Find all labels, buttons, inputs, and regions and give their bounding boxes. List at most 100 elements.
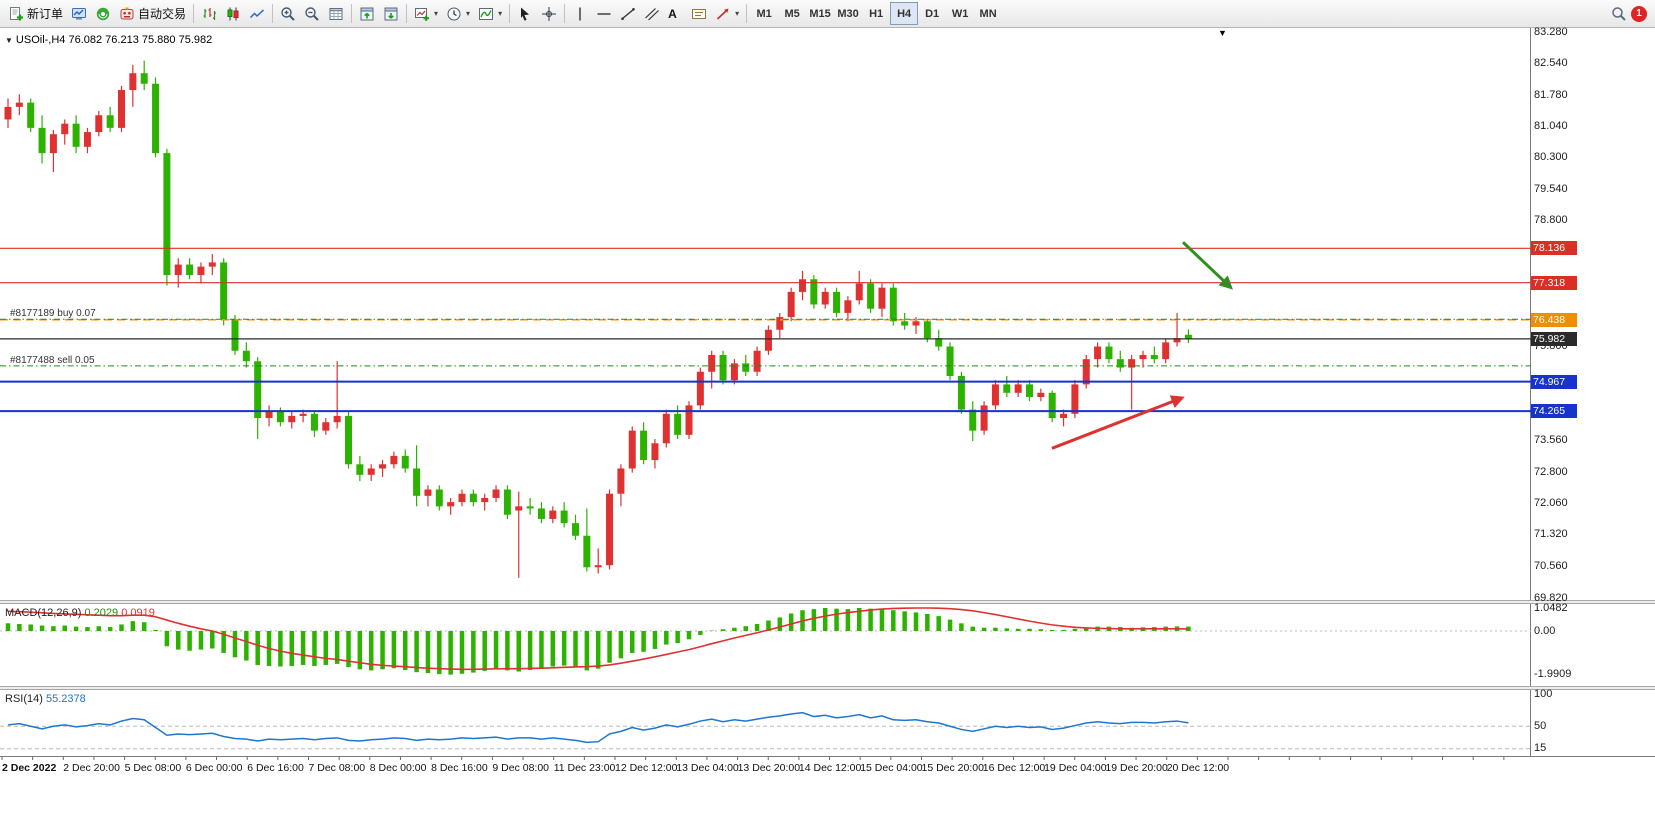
price-tick: 79.540 — [1534, 182, 1568, 195]
zoom-in-icon — [281, 6, 295, 21]
trendline-tool-button[interactable] — [616, 2, 640, 25]
arrows-tool-button[interactable]: ▾ — [711, 2, 743, 25]
time-label: 13 Dec 04:00 — [676, 762, 739, 774]
chart-shift-marker[interactable]: ▼ — [1218, 28, 1227, 38]
time-label: 13 Dec 20:00 — [737, 762, 801, 774]
time-label: 5 Dec 08:00 — [124, 762, 182, 774]
algo-dialog-button[interactable] — [91, 2, 115, 25]
new-order-button[interactable]: 新订单 — [4, 2, 67, 25]
horizontal-line-tool-button[interactable] — [592, 2, 616, 25]
price-plot-area[interactable]: #8177189 buy 0.07 #8177488 sell 0.05 ▼ USO… — [0, 28, 1531, 600]
rsi-chart[interactable] — [0, 690, 1531, 756]
time-label: 2 Dec 2022 — [2, 762, 57, 774]
search-icon — [1612, 6, 1626, 21]
timeframe-h4-button[interactable]: H4 — [890, 2, 919, 25]
time-label: 19 Dec 20:00 — [1105, 762, 1168, 774]
rsi-line — [7, 711, 1189, 744]
timeframe-m15-button[interactable]: M15 — [806, 2, 834, 25]
tile-windows-up-button[interactable] — [355, 2, 379, 25]
vertical-line-tool-button[interactable] — [568, 2, 592, 25]
price-tag: 77.318 — [1531, 275, 1577, 290]
candle-chart-type-button[interactable] — [221, 2, 245, 25]
macd-signal-line — [7, 607, 1189, 671]
chart-title: ▼ USOil-,H4 76.082 76.213 75.880 75.982 — [5, 34, 212, 46]
macd-tick: 0.00 — [1534, 624, 1556, 637]
vertical-line-icon — [579, 7, 581, 20]
search-button[interactable] — [1607, 2, 1631, 25]
price-tick: 78.800 — [1534, 213, 1568, 226]
periods-button[interactable]: ▾ — [442, 2, 474, 25]
timeframe-w1-button[interactable]: W1 — [946, 2, 974, 25]
market-watch-button[interactable] — [67, 2, 91, 25]
notification-badge[interactable]: 1 — [1631, 5, 1647, 22]
price-scale[interactable]: 83.280 82.540 81.780 81.040 80.300 79.540 78.8… — [1531, 26, 1654, 604]
macd-name: MACD(12,26,9) — [5, 607, 82, 619]
macd-scale[interactable]: 1.0482 0.00 -1.9909 — [1531, 602, 1654, 686]
timeframe-label: M30 — [837, 7, 859, 20]
bar-chart-type-button[interactable] — [197, 2, 221, 25]
toolbar-separator — [564, 4, 566, 23]
price-tick: 72.060 — [1534, 497, 1568, 510]
crosshair-tool-button[interactable] — [537, 2, 561, 25]
price-tag: 78.136 — [1531, 241, 1577, 256]
timeframe-h1-button[interactable]: H1 — [862, 2, 890, 25]
price-tick: 80.300 — [1534, 150, 1568, 163]
text-tool-icon: A — [668, 6, 677, 21]
macd-chart[interactable] — [0, 604, 1531, 686]
price-tick: 69.820 — [1534, 591, 1568, 604]
grid-button[interactable] — [324, 2, 348, 25]
candle-chart-type-icon — [227, 7, 239, 20]
panel-splitter[interactable] — [0, 600, 1655, 604]
time-axis[interactable]: 2 Dec 2022 2 Dec 20:00 5 Dec 08:00 6 Dec 00… — [0, 756, 1655, 776]
timeframe-label: M1 — [756, 7, 772, 20]
time-label: 2 Dec 20:00 — [63, 762, 120, 774]
macd-main-value: 0.2029 — [84, 607, 119, 619]
price-chart-panel: #8177189 buy 0.07 #8177488 sell 0.05 ▼ USO… — [0, 26, 1655, 604]
channel-tool-button[interactable] — [640, 2, 664, 25]
timeframe-m5-button[interactable]: M5 — [778, 2, 806, 25]
time-label: 14 Dec 12:00 — [798, 762, 862, 774]
toolbar-separator — [272, 4, 274, 23]
tile-windows-down-button[interactable] — [379, 2, 403, 25]
red-arrow-annotation[interactable] — [1051, 395, 1185, 450]
text-label-tool-button[interactable] — [687, 2, 711, 25]
indicators-icon — [479, 7, 494, 20]
price-tag: 76.438 — [1531, 312, 1577, 327]
arrow-tool-icon — [717, 8, 729, 20]
panel-splitter[interactable] — [0, 686, 1655, 690]
auto-trading-button[interactable]: 自动交易 — [115, 2, 190, 25]
new-chart-icon — [415, 7, 430, 21]
rsi-tick: 15 — [1534, 742, 1547, 755]
timeframe-label: H4 — [897, 7, 912, 20]
new-chart-button[interactable]: ▾ — [410, 2, 442, 25]
timeframe-label: H1 — [869, 7, 884, 20]
rsi-scale[interactable]: 100 50 15 — [1531, 688, 1654, 756]
timeframe-d1-button[interactable]: D1 — [918, 2, 946, 25]
toolbar-separator — [746, 4, 748, 23]
timeframe-mn-button[interactable]: MN — [974, 2, 1002, 25]
macd-tick: -1.9909 — [1534, 668, 1572, 681]
macd-plot-area[interactable]: MACD(12,26,9) 0.2029 0.0919 — [0, 604, 1531, 686]
price-tick: 82.540 — [1534, 56, 1568, 69]
price-tick: 73.560 — [1534, 434, 1568, 447]
timeframe-m1-button[interactable]: M1 — [750, 2, 778, 25]
price-tick: 81.040 — [1534, 119, 1568, 132]
text-tool-button[interactable]: A — [664, 2, 687, 25]
candlestick-chart[interactable]: #8177189 buy 0.07 #8177488 sell 0.05 — [0, 28, 1531, 600]
green-arrow-annotation[interactable] — [1181, 241, 1233, 290]
zoom-out-button[interactable] — [300, 2, 324, 25]
toolbar-separator — [351, 4, 353, 23]
chart-title-text: USOil-,H4 76.082 76.213 75.880 75.982 — [15, 34, 213, 46]
price-tick: 72.800 — [1534, 466, 1568, 479]
zoom-in-button[interactable] — [276, 2, 300, 25]
cursor-tool-button[interactable] — [513, 2, 537, 25]
time-label: 12 Dec 12:00 — [615, 762, 678, 774]
indicators-button[interactable]: ▾ — [474, 2, 506, 25]
timeframe-m30-button[interactable]: M30 — [834, 2, 862, 25]
collapse-triangle-icon[interactable]: ▼ — [5, 36, 13, 45]
time-label: 8 Dec 16:00 — [431, 762, 488, 774]
line-chart-type-button[interactable] — [245, 2, 269, 25]
toolbar-separator — [509, 4, 511, 23]
rsi-plot-area[interactable]: RSI(14) 55.2378 — [0, 690, 1531, 756]
time-label: 16 Dec 12:00 — [982, 762, 1046, 774]
